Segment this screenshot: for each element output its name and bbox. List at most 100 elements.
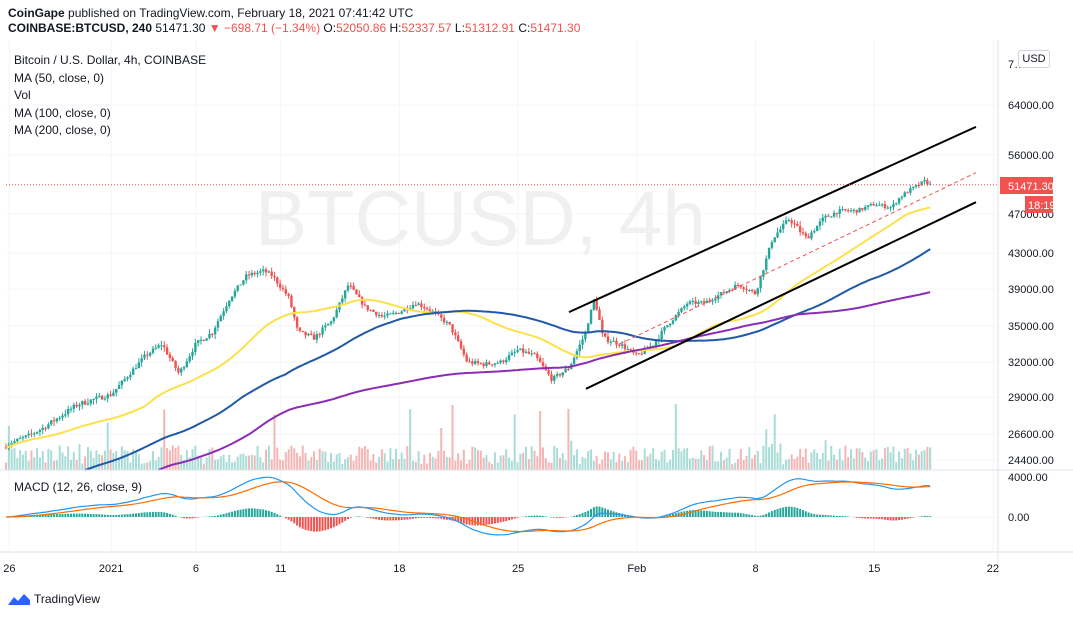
legend-ma50[interactable]: MA (50, close, 0): [14, 70, 105, 85]
candle-body: [33, 433, 36, 435]
macd-histogram-bar: [253, 508, 256, 517]
candle-body: [581, 339, 584, 345]
volume-bar: [92, 457, 95, 470]
volume-bar: [256, 445, 259, 470]
candle-body: [813, 231, 816, 233]
volume-bar: [137, 454, 140, 470]
candle-body: [753, 290, 757, 295]
tradingview-logo[interactable]: TradingView: [8, 592, 100, 606]
macd-histogram-bar: [799, 508, 802, 517]
candle-body: [98, 395, 101, 397]
candle-body: [137, 362, 141, 369]
volume-bar: [448, 457, 451, 470]
legend-vol[interactable]: Vol: [14, 88, 31, 102]
candle-body: [298, 327, 302, 331]
macd-histogram-bar: [296, 517, 299, 526]
volume-bar: [86, 447, 89, 470]
candle-body: [663, 327, 666, 331]
y-tick-label: 43000.00: [1008, 248, 1054, 260]
candle-body: [779, 229, 782, 233]
candle-body: [866, 205, 870, 208]
volume-bar: [468, 459, 471, 470]
macd-histogram-bar: [765, 513, 768, 517]
y-tick-label: 29000.00: [1008, 392, 1054, 404]
volume-bar: [395, 448, 398, 470]
y-tick-label: 32000.00: [1008, 357, 1054, 369]
macd-histogram-bar: [488, 517, 491, 525]
candle-body: [168, 354, 172, 359]
currency-badge[interactable]: USD: [1018, 50, 1050, 68]
macd-histogram-bar: [835, 515, 838, 517]
volume-bar: [587, 450, 590, 470]
volume-bar: [89, 450, 92, 470]
candle-body: [377, 315, 381, 317]
macd-histogram-bar: [428, 517, 431, 519]
candle-body: [756, 288, 759, 295]
macd-histogram-bar: [881, 517, 884, 520]
candles: [4, 176, 932, 451]
macd-histogram-bar: [386, 517, 389, 521]
macd-histogram-bar: [259, 509, 262, 517]
candle-body: [855, 209, 858, 213]
volume-bar: [547, 462, 550, 470]
candle-body: [157, 345, 160, 348]
macd-histogram-bar: [895, 517, 898, 521]
candle-body: [400, 311, 403, 314]
legend-ma200[interactable]: MA (200, close, 0): [14, 123, 111, 137]
volume-bar: [163, 409, 166, 470]
candle-body: [171, 358, 174, 361]
x-tick-label: 15: [868, 563, 880, 575]
macd-histogram-bar: [219, 514, 222, 517]
y-tick-label: 35000.00: [1008, 321, 1054, 333]
candle-body: [731, 289, 734, 291]
candle-body: [123, 378, 126, 381]
volume-bar: [296, 452, 299, 470]
volume-bar: [516, 462, 519, 470]
candle-body: [332, 317, 336, 322]
volume-bar: [327, 461, 330, 470]
candle-body: [363, 304, 367, 306]
macd-histogram-bar: [595, 506, 598, 517]
macd-histogram-bar: [785, 506, 788, 517]
volume-bar: [903, 448, 906, 470]
macd-histogram-bar: [770, 511, 773, 517]
candle-body: [858, 208, 861, 213]
candle-body: [281, 287, 285, 290]
candle-body: [21, 437, 25, 439]
macd-histogram-bar: [248, 508, 251, 517]
candle-body: [668, 323, 672, 326]
tradingview-logo-text: TradingView: [34, 592, 101, 606]
candle-body: [572, 357, 576, 364]
volume-bar: [24, 450, 27, 470]
legend-title[interactable]: Bitcoin / U.S. Dollar, 4h, COINBASE: [14, 53, 207, 67]
volume-bar: [920, 451, 923, 470]
volume-bar: [174, 448, 177, 470]
volume-bar: [615, 462, 618, 470]
volume-bar: [64, 456, 67, 470]
candle-body: [471, 361, 474, 364]
candle-body: [883, 204, 887, 209]
volume-bar: [81, 463, 84, 470]
macd-legend[interactable]: MACD (12, 26, close, 9): [14, 480, 143, 494]
volume-bar: [810, 452, 813, 470]
macd-histogram-bar: [55, 514, 58, 517]
macd-histogram-bar: [592, 507, 595, 517]
volume-bar: [601, 459, 604, 470]
volume-bar: [742, 459, 745, 470]
volume-bar: [581, 456, 584, 470]
macd-histogram-bar: [298, 517, 301, 528]
volume-bar: [36, 448, 39, 470]
candle-body: [126, 377, 129, 379]
macd-histogram-bar: [601, 507, 604, 517]
macd-histogram-bar: [598, 506, 601, 517]
candle-body: [564, 368, 567, 373]
legend-ma100[interactable]: MA (100, close, 0): [14, 105, 111, 120]
volume-bars: [5, 403, 932, 470]
moving-averages: [5, 206, 931, 471]
volume-bar: [168, 450, 171, 470]
candle-body: [555, 374, 559, 376]
macd-histogram-bar: [485, 517, 488, 525]
volume-bar: [561, 453, 564, 470]
macd-histogram-bar: [513, 517, 516, 519]
